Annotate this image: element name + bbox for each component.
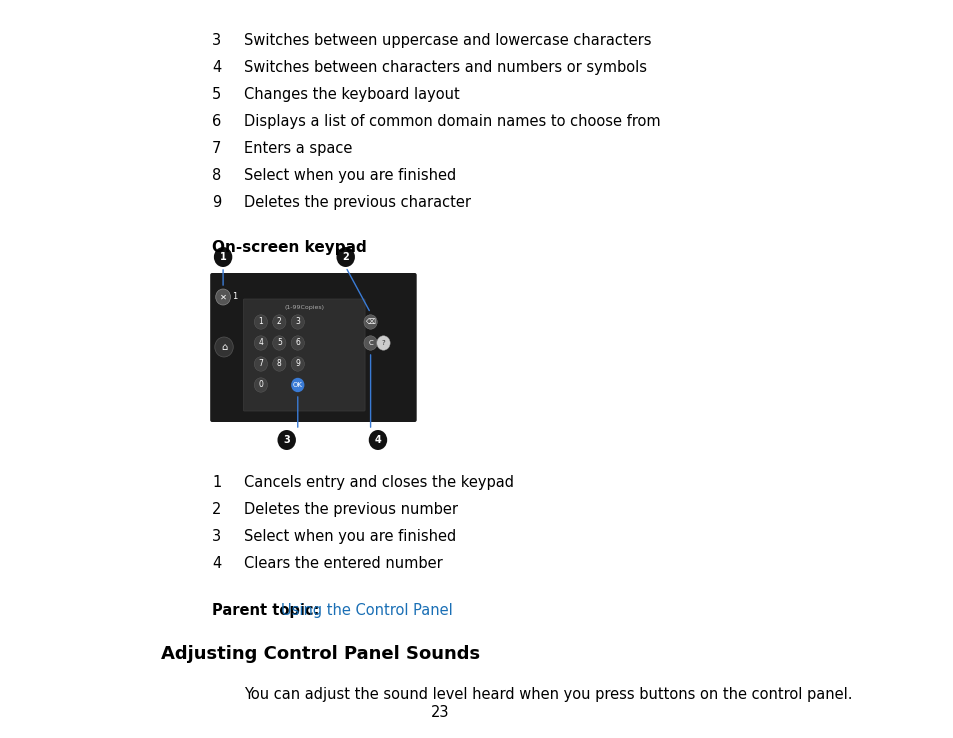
Circle shape — [277, 430, 295, 450]
Text: ⌂: ⌂ — [221, 342, 227, 352]
Text: 1: 1 — [233, 292, 237, 302]
Circle shape — [254, 336, 267, 351]
Text: 3: 3 — [212, 33, 221, 48]
Text: 7: 7 — [212, 141, 221, 156]
FancyBboxPatch shape — [243, 299, 365, 411]
Circle shape — [254, 315, 267, 329]
Text: 4: 4 — [212, 60, 221, 75]
Circle shape — [273, 315, 286, 329]
Text: 7: 7 — [258, 359, 263, 368]
Text: Using the Control Panel: Using the Control Panel — [281, 603, 453, 618]
Text: 6: 6 — [212, 114, 221, 129]
Text: Deletes the previous character: Deletes the previous character — [244, 195, 471, 210]
Text: OK: OK — [293, 382, 302, 388]
Circle shape — [273, 336, 286, 351]
Text: 23: 23 — [430, 705, 449, 720]
Text: On-screen keypad: On-screen keypad — [212, 240, 366, 255]
FancyBboxPatch shape — [210, 273, 416, 422]
Text: 0: 0 — [258, 381, 263, 390]
Circle shape — [214, 337, 233, 357]
Circle shape — [273, 356, 286, 371]
Text: 3: 3 — [212, 529, 221, 544]
Circle shape — [364, 315, 376, 329]
Circle shape — [254, 356, 267, 371]
Text: 1: 1 — [258, 317, 263, 326]
Text: 1: 1 — [219, 252, 226, 262]
Text: 6: 6 — [295, 339, 300, 348]
Text: ?: ? — [381, 340, 385, 346]
Circle shape — [291, 315, 304, 329]
Text: 9: 9 — [212, 195, 221, 210]
Text: 2: 2 — [212, 502, 221, 517]
Text: (1-99Copies): (1-99Copies) — [284, 306, 324, 311]
Text: C: C — [368, 340, 373, 346]
Text: 5: 5 — [212, 87, 221, 102]
Text: You can adjust the sound level heard when you press buttons on the control panel: You can adjust the sound level heard whe… — [244, 687, 852, 702]
Text: Changes the keyboard layout: Changes the keyboard layout — [244, 87, 459, 102]
Text: Deletes the previous number: Deletes the previous number — [244, 502, 457, 517]
Text: Select when you are finished: Select when you are finished — [244, 529, 456, 544]
Text: 4: 4 — [258, 339, 263, 348]
Text: Switches between uppercase and lowercase characters: Switches between uppercase and lowercase… — [244, 33, 651, 48]
Text: ⌫: ⌫ — [365, 319, 375, 325]
Circle shape — [213, 247, 233, 267]
Text: Parent topic:: Parent topic: — [212, 603, 324, 618]
Text: ✕: ✕ — [219, 292, 227, 302]
Circle shape — [376, 336, 390, 351]
Text: 4: 4 — [375, 435, 381, 445]
Text: Displays a list of common domain names to choose from: Displays a list of common domain names t… — [244, 114, 660, 129]
Text: Adjusting Control Panel Sounds: Adjusting Control Panel Sounds — [161, 645, 480, 663]
Text: Enters a space: Enters a space — [244, 141, 353, 156]
Text: 2: 2 — [276, 317, 281, 326]
Text: 3: 3 — [295, 317, 300, 326]
Text: 8: 8 — [276, 359, 281, 368]
Text: Select when you are finished: Select when you are finished — [244, 168, 456, 183]
Circle shape — [254, 378, 267, 392]
Circle shape — [336, 247, 355, 267]
Text: Switches between characters and numbers or symbols: Switches between characters and numbers … — [244, 60, 647, 75]
Text: 5: 5 — [276, 339, 281, 348]
Text: 9: 9 — [295, 359, 300, 368]
Circle shape — [215, 289, 231, 305]
Circle shape — [291, 378, 304, 392]
Text: Clears the entered number: Clears the entered number — [244, 556, 442, 571]
Circle shape — [369, 430, 387, 450]
Text: 2: 2 — [342, 252, 349, 262]
Circle shape — [291, 336, 304, 351]
Text: 8: 8 — [212, 168, 221, 183]
Text: 3: 3 — [283, 435, 290, 445]
Circle shape — [291, 356, 304, 371]
Text: 1: 1 — [212, 475, 221, 490]
Text: 4: 4 — [212, 556, 221, 571]
Text: Cancels entry and closes the keypad: Cancels entry and closes the keypad — [244, 475, 514, 490]
Circle shape — [364, 336, 376, 351]
